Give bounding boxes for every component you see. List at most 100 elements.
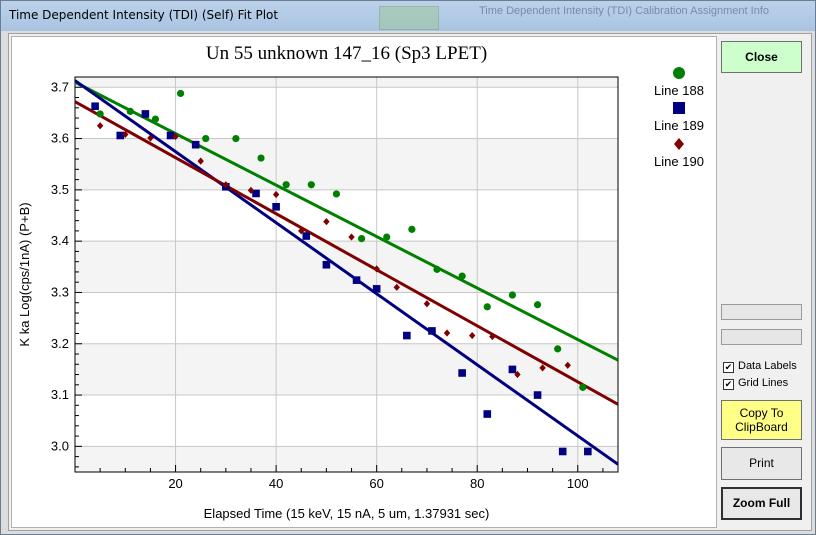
data-labels-check-icon[interactable]: ✔ [723, 362, 734, 373]
line-189-point [191, 140, 200, 149]
line-188-point [176, 89, 185, 98]
fit-chart: 20 40 60 80 100 3.0 3.1 3.2 3.3 3.4 3.5 3.6 3.7 Un 55… [17, 43, 704, 521]
y-tick-label: 3.5 [51, 182, 69, 197]
line-188-point [383, 233, 391, 241]
y-axis-label: K ka Log(cps/1nA) (P+B) [17, 202, 32, 346]
line-190-point [272, 190, 280, 199]
line-188-point [579, 383, 587, 391]
line-189-point [352, 276, 361, 284]
line-189-point [272, 202, 280, 211]
line-188-point [357, 234, 366, 243]
line-190-point [172, 132, 179, 141]
plot-band [75, 241, 618, 293]
line-189-point [166, 131, 175, 140]
line-190-point [298, 227, 305, 235]
line-190-point [247, 186, 255, 194]
plot-frame [74, 76, 619, 473]
copy-label-line2: ClipBoard [735, 420, 788, 434]
grid-lines-label: Grid Lines [738, 377, 789, 389]
data-labels-label: Data Labels [738, 360, 797, 372]
line-188-point [282, 181, 290, 189]
line-188-point [126, 107, 134, 115]
grid-lines-check-icon[interactable]: ✔ [723, 379, 734, 390]
line-189-point [533, 391, 542, 399]
line-188-point [408, 225, 416, 233]
line-189-point [458, 369, 466, 377]
line-189-fit-group [75, 79, 618, 466]
readout-field-1 [721, 304, 802, 320]
y-tick-label: 3.3 [51, 284, 69, 299]
close-button[interactable]: Close [721, 41, 802, 73]
legend-line-190-diamond-icon [674, 138, 684, 150]
legend-line-188-circle-icon [673, 67, 685, 79]
line-190-point [423, 300, 431, 308]
copy-label-line1: Copy To [739, 406, 784, 420]
y-tick-label: 3.2 [51, 336, 69, 351]
line-189-point [322, 260, 331, 269]
line-190-fit-group [75, 100, 618, 406]
line-190-point [468, 331, 476, 340]
line-189-point [141, 110, 150, 118]
legend-line-189-square-icon [673, 102, 685, 114]
window-title: Time Dependent Intensity (TDI) (Self) Fi… [9, 8, 279, 22]
background-window-button [379, 6, 439, 30]
x-tick-label: 40 [269, 476, 283, 491]
line-189-point [428, 327, 436, 335]
line-188-point [257, 154, 265, 162]
data-labels-checkbox[interactable]: ✔ Data Labels [723, 360, 797, 373]
line-190-point [564, 361, 571, 369]
y-tick-label: 3.1 [51, 387, 69, 402]
line-189-point [483, 410, 492, 418]
readout-field-2 [721, 329, 802, 345]
line-188-point [433, 265, 441, 273]
x-tick-label: 80 [470, 476, 484, 491]
chart-title: Un 55 unknown 147_16 (Sp3 LPET) [206, 43, 487, 64]
y-tick-label: 3.7 [51, 79, 69, 94]
plot-band [75, 138, 618, 190]
line-188-point [202, 134, 210, 143]
y-tick-label: 3.6 [51, 131, 69, 146]
line-188-point [508, 291, 517, 299]
plot-band [75, 343, 618, 396]
line-188-point [307, 181, 315, 189]
background-window-title: Time Dependent Intensity (TDI) Calibrati… [479, 5, 770, 17]
line-190-point [489, 332, 496, 341]
line-189-point [116, 131, 125, 140]
y-tick-label: 3.0 [51, 438, 69, 453]
line-188-point [151, 115, 160, 123]
plot-band [75, 446, 618, 472]
line-188-point [232, 134, 240, 143]
zoom-full-button[interactable]: Zoom Full [721, 487, 802, 520]
line-188-point [554, 345, 562, 353]
line-189-point [372, 285, 381, 293]
x-tick-label: 100 [567, 476, 589, 491]
title-bar[interactable]: Time Dependent Intensity (TDI) (Self) Fi… [1, 1, 815, 31]
legend-line-190-label: Line 190 [654, 154, 704, 169]
line-188-point [533, 301, 542, 309]
client-area: 20 40 60 80 100 3.0 3.1 3.2 3.3 3.4 3.5 3.6 3.7 Un 55… [8, 33, 812, 531]
line-190-point [323, 218, 330, 226]
line-188-fit-line [75, 80, 618, 362]
line-189-point [558, 447, 567, 456]
line-190-point [222, 181, 230, 189]
legend-line-188-label: Line 188 [654, 83, 704, 98]
plot-band [75, 77, 618, 88]
line-188-point [483, 303, 491, 311]
line-189-point [252, 189, 260, 198]
line-188-fit-group [75, 80, 618, 362]
line-189-fit-line [75, 79, 618, 466]
grid-lines-checkbox[interactable]: ✔ Grid Lines [723, 377, 788, 390]
line-190-point [96, 122, 104, 130]
x-tick-label: 60 [369, 476, 383, 491]
line-190-point [348, 233, 355, 241]
line-189-point [91, 102, 99, 111]
copy-to-clipboard-button[interactable]: Copy To ClipBoard [721, 400, 802, 440]
line-190-point [514, 370, 521, 379]
line-190-point [539, 364, 546, 372]
line-190-point [197, 157, 204, 165]
line-189-point [508, 365, 517, 374]
line-189-point [302, 232, 311, 240]
line-190-fit-line [75, 100, 618, 406]
x-axis-label: Elapsed Time (15 keV, 15 nA, 5 um, 1.379… [204, 506, 490, 521]
print-button[interactable]: Print [721, 447, 802, 480]
